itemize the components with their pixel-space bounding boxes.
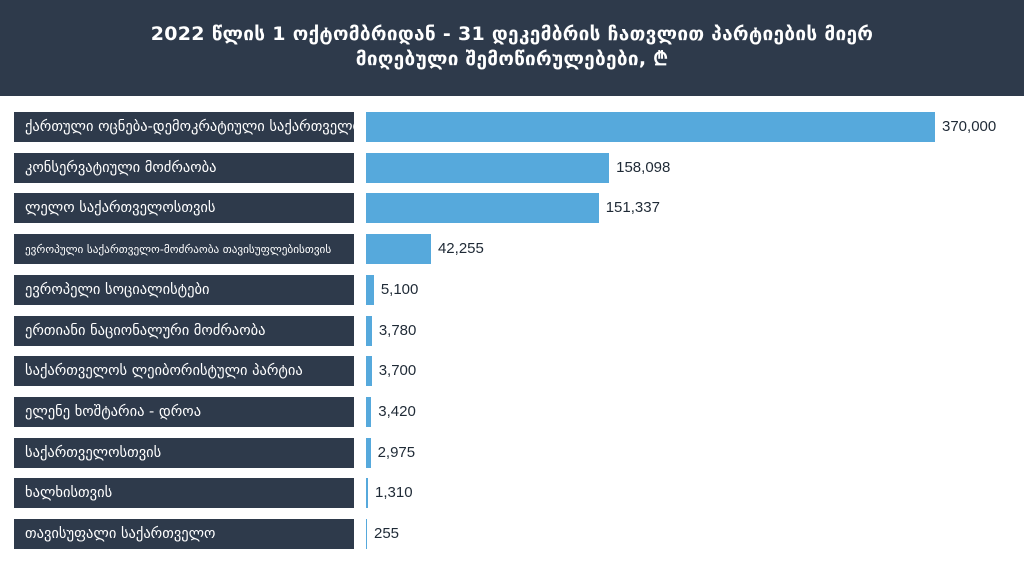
value-label: 255 xyxy=(374,525,400,542)
category-label: საქართველოსთვის xyxy=(14,438,354,468)
value-label: 3,780 xyxy=(378,322,417,339)
value-label: 370,000 xyxy=(942,118,997,135)
category-label: საქართველოს ლეიბორისტული პარტია xyxy=(14,356,354,386)
value-label: 158,098 xyxy=(616,159,671,176)
bar xyxy=(366,275,374,305)
bar xyxy=(366,519,367,549)
value-label: 2,975 xyxy=(377,444,416,461)
bar xyxy=(366,316,372,346)
category-label: ლელო საქართველოსთვის xyxy=(14,193,354,223)
chart-header: 2022 წლის 1 ოქტომბრიდან - 31 დეკემბრის ჩ… xyxy=(0,0,1024,96)
value-label: 151,337 xyxy=(605,199,660,216)
value-label: 1,310 xyxy=(375,484,413,501)
category-label: ელენე ხოშტარია - დროა xyxy=(14,397,354,427)
bar xyxy=(366,397,372,427)
value-label: 5,100 xyxy=(380,281,419,298)
bar xyxy=(366,193,599,223)
bar xyxy=(366,478,368,508)
value-label: 3,420 xyxy=(378,403,416,420)
category-label: თავისუფალი საქართველო xyxy=(14,519,354,549)
bar xyxy=(366,356,372,386)
bar-chart-area: ქართული ოცნება-დემოკრატიული საქართველო 37… xyxy=(0,96,1024,563)
category-label: ევროპული საქართველო-მოძრაობა თავისუფლები… xyxy=(14,234,354,264)
value-label: 42,255 xyxy=(437,240,484,257)
bar xyxy=(366,438,371,468)
category-label: ერთიანი ნაციონალური მოძრაობა xyxy=(14,316,354,346)
bar xyxy=(366,234,431,264)
bar xyxy=(366,112,935,142)
category-label: ევროპელი სოციალისტები xyxy=(14,275,354,305)
category-label: ქართული ოცნება-დემოკრატიული საქართველო xyxy=(14,112,354,142)
value-label: 3,700 xyxy=(378,362,417,379)
bar xyxy=(366,153,610,183)
category-label: კონსერვატიული მოძრაობა xyxy=(14,153,354,183)
category-label: ხალხისთვის xyxy=(14,478,354,508)
chart-title-line-1: 2022 წლის 1 ოქტომბრიდან - 31 დეკემბრის ჩ… xyxy=(150,23,874,45)
chart-title-line-2: მიღებული შემოწირულებები, ₾ xyxy=(355,48,669,70)
